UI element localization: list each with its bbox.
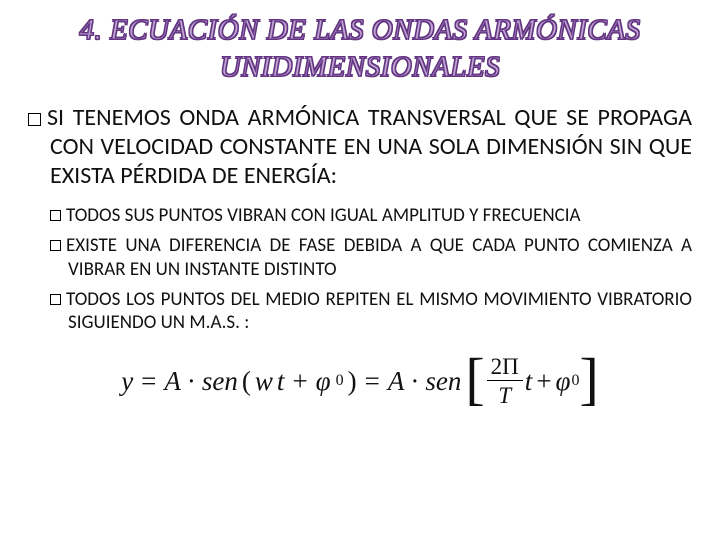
eq-phi-1: φ	[316, 366, 331, 397]
eq-close-paren: )	[348, 366, 357, 397]
eq-dot: ·	[187, 366, 196, 397]
eq-func-2: sen	[425, 366, 461, 397]
eq-fraction: 2Π T	[487, 355, 523, 407]
eq-amplitude-1: A	[164, 366, 181, 397]
eq-phi-sub-2: 0	[571, 372, 579, 390]
square-bullet-icon	[50, 210, 61, 221]
eq-frac-num: 2Π	[487, 355, 523, 381]
eq-bracket-group: [ 2Π T t + φ0 ]	[465, 355, 598, 407]
square-bullet-icon	[28, 113, 41, 126]
sub-bullet-1-text: TODOS SUS PUNTOS VIBRAN CON IGUAL AMPLIT…	[66, 204, 581, 227]
title-line-2: UNIDIMENSIONALES	[220, 51, 500, 83]
eq-dot-2: ·	[410, 366, 419, 397]
eq-plus-1: +	[292, 366, 307, 397]
sub-bullet-3-text: TODOS LOS PUNTOS DEL MEDIO REPITEN EL MI…	[66, 288, 692, 335]
sub-bullet-2-text: EXISTE UNA DIFERENCIA DE FASE DEBIDA A Q…	[66, 234, 692, 281]
sub-bullet-2: EXISTE UNA DIFERENCIA DE FASE DEBIDA A Q…	[28, 234, 692, 282]
eq-frac-den: T	[494, 381, 515, 407]
eq-lhs: y	[121, 366, 133, 397]
eq-equals: =	[141, 366, 156, 397]
eq-open-paren: (	[242, 366, 251, 397]
eq-func-1: sen	[202, 366, 238, 397]
square-bullet-icon	[50, 294, 61, 305]
slide-title: 4. ECUACIÓN DE LAS ONDAS ARMÓNICAS UNIDI…	[28, 10, 692, 85]
sub-bullet-3: TODOS LOS PUNTOS DEL MEDIO REPITEN EL MI…	[28, 288, 692, 336]
eq-amplitude-2: A	[388, 366, 405, 397]
sub-bullet-1: TODOS SUS PUNTOS VIBRAN CON IGUAL AMPLIT…	[28, 204, 692, 228]
eq-phi-2: φ	[556, 366, 571, 397]
slide-container: 4. ECUACIÓN DE LAS ONDAS ARMÓNICAS UNIDI…	[0, 0, 720, 540]
equation: y = A·sen(wt + φ0) = A·sen [ 2Π T t + φ0…	[121, 355, 599, 407]
square-bullet-icon	[50, 240, 61, 251]
main-paragraph-text: SI TENEMOS ONDA ARMÓNICA TRANSVERSAL QUE…	[47, 103, 692, 191]
eq-time-2: t	[525, 366, 533, 397]
eq-omega: w	[255, 366, 273, 397]
title-line-1: 4. ECUACIÓN DE LAS ONDAS ARMÓNICAS	[79, 14, 640, 46]
eq-equals-2: =	[365, 366, 380, 397]
eq-phi-sub-1: 0	[336, 372, 344, 390]
main-paragraph: SI TENEMOS ONDA ARMÓNICA TRANSVERSAL QUE…	[28, 103, 692, 191]
eq-time-1: t	[277, 366, 285, 397]
slide-body: SI TENEMOS ONDA ARMÓNICA TRANSVERSAL QUE…	[28, 103, 692, 408]
equation-container: y = A·sen(wt + φ0) = A·sen [ 2Π T t + φ0…	[28, 355, 692, 407]
eq-plus-2: +	[536, 366, 551, 397]
